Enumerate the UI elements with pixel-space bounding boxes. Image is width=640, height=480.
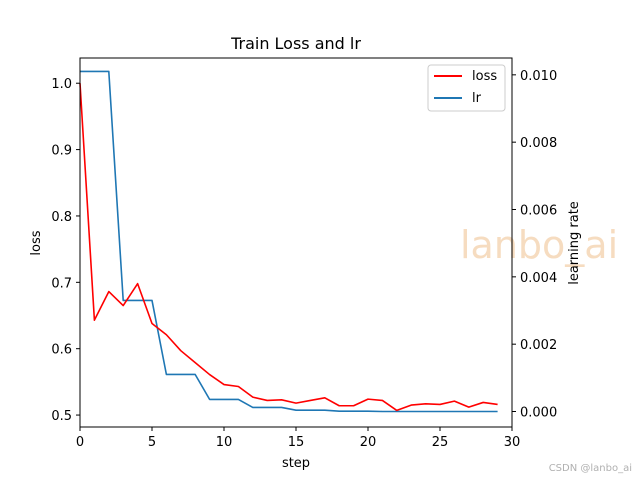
x-tick-label: 25 [432,435,449,450]
x-tick-label: 0 [76,435,84,450]
y-tick-label: 0.8 [51,210,72,225]
plot-area-frame [80,58,512,427]
y2-tick-label: 0.002 [520,338,557,353]
y2-tick-label: 0.000 [520,406,557,421]
y-tick-label: 0.7 [51,276,72,291]
legend: loss lr [428,65,505,111]
y-tick-label: 0.5 [51,409,72,424]
x-tick-label: 20 [360,435,377,450]
x-tick-label: 5 [148,435,156,450]
x-tick-label: 15 [288,435,305,450]
chart-title: Train Loss and lr [230,34,361,53]
x-tick-label: 10 [216,435,233,450]
x-tick-label: 30 [504,435,521,450]
x-axis-title: step [282,456,310,471]
y-tick-label: 0.9 [51,144,72,159]
series-line-loss [80,83,498,410]
y2-tick-label: 0.006 [520,204,557,219]
y-axis-title: loss [29,230,44,255]
y-tick-label: 1.0 [51,77,72,92]
y2-tick-label: 0.008 [520,136,557,151]
y2-tick-label: 0.010 [520,69,557,84]
chart: Train Loss and lr lanbo_ai 0 5 10 15 20 25 30 … [0,0,640,480]
y2-axis-title: learning rate [567,201,582,285]
watermark: lanbo_ai [460,223,618,267]
series-line-lr [80,71,498,411]
y-tick-label: 0.6 [51,343,72,358]
y2-tick-label: 0.004 [520,271,557,286]
legend-label-loss: loss [472,69,497,84]
legend-label-lr: lr [472,91,482,106]
credit-text: CSDN @lanbo_ai [549,463,632,474]
